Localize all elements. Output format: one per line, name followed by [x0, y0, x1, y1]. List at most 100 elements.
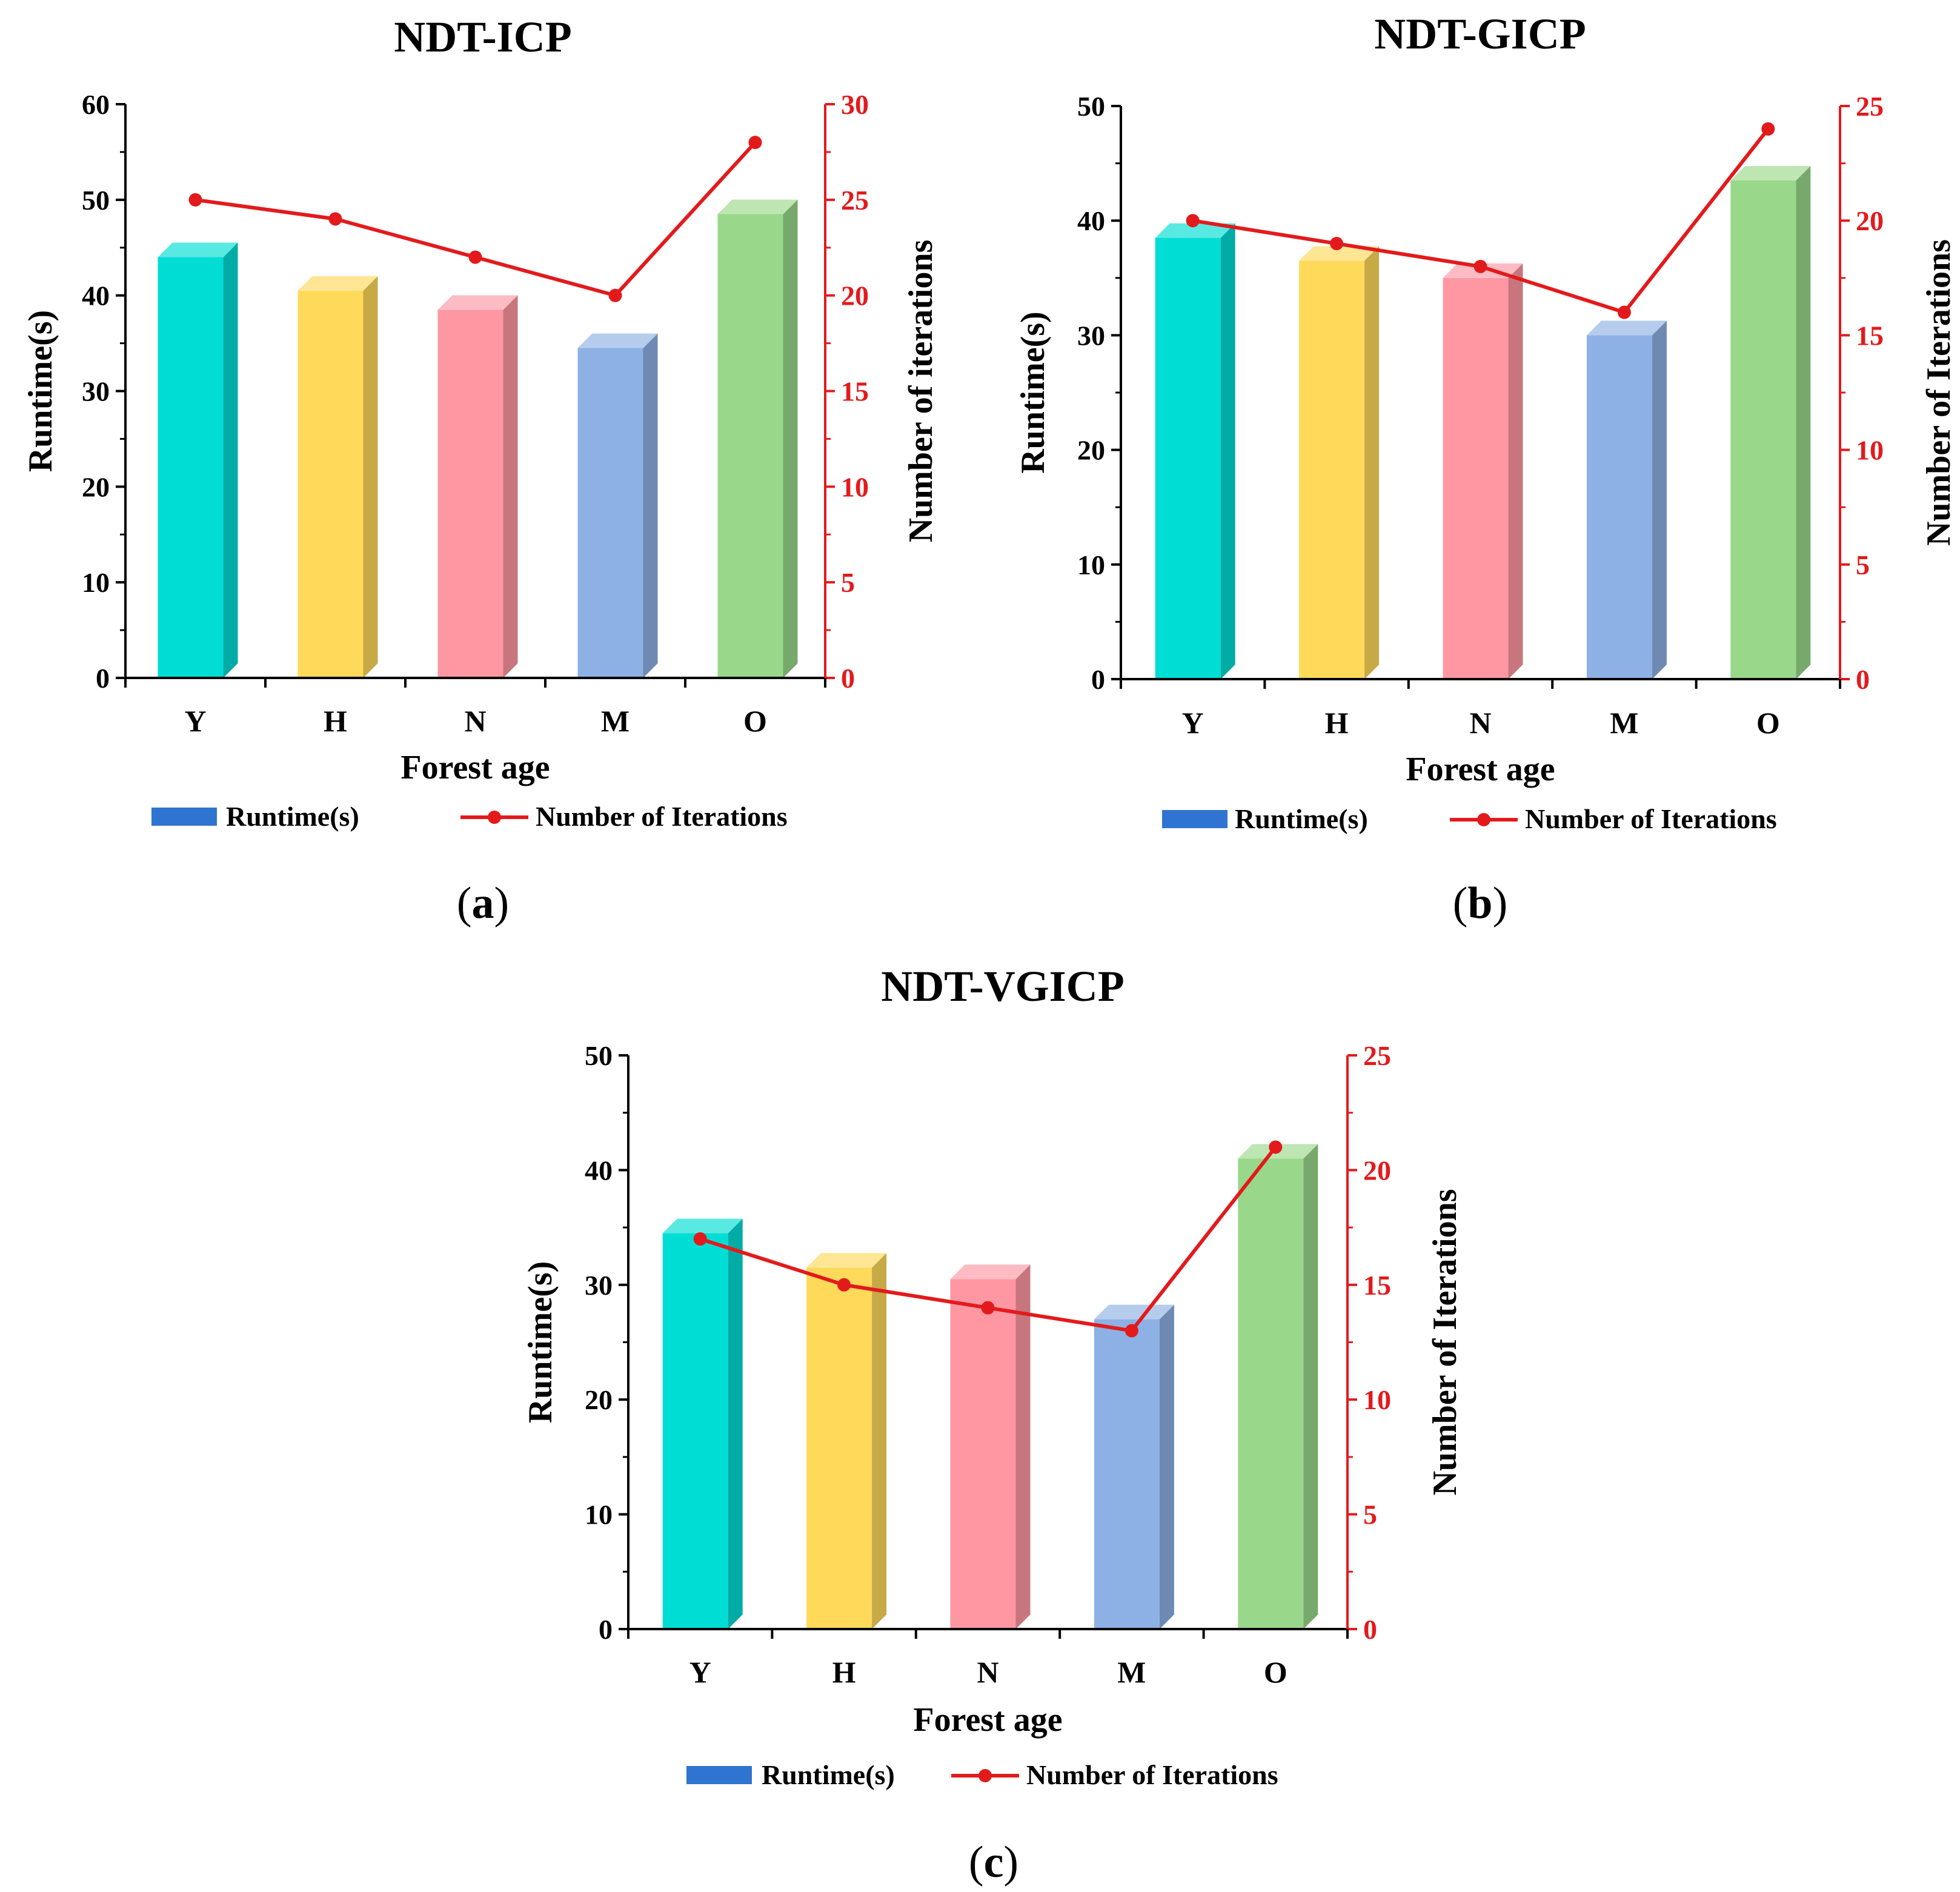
left-tick-label: 30 [82, 376, 110, 407]
bar-top [1299, 246, 1380, 261]
right-tick-label: 10 [1363, 1384, 1391, 1415]
x-axis-title: Forest age [400, 749, 550, 786]
bar-side [1303, 1144, 1318, 1629]
bar-front [1443, 277, 1509, 679]
category-label-O: O [1756, 706, 1780, 740]
bar-side [728, 1218, 743, 1629]
bar-front [1730, 180, 1796, 680]
bar-Y [1155, 223, 1235, 680]
bar-side [783, 199, 798, 679]
bar-O [717, 199, 798, 679]
iterations-point-N [1473, 259, 1487, 273]
bar-top [1730, 165, 1811, 181]
iterations-point-M [1125, 1324, 1138, 1338]
iterations-point-Y [693, 1232, 707, 1246]
left-tick-label: 20 [82, 471, 110, 502]
caption-open-paren: ( [1453, 878, 1468, 928]
category-label-M: M [1117, 1655, 1146, 1689]
bar-front [1299, 261, 1365, 679]
bar-front [662, 1233, 728, 1629]
iterations-point-H [837, 1278, 851, 1292]
bar-Y [158, 242, 238, 678]
right-tick-label: 30 [841, 89, 869, 120]
caption-close-paren: ) [1493, 878, 1508, 928]
bar-side [1364, 246, 1380, 679]
chart-title: NDT-GICP [1374, 10, 1586, 58]
left-tick-label: 40 [1077, 205, 1105, 236]
panel-caption: (b) [1453, 878, 1507, 928]
bar-M [1586, 320, 1667, 679]
bar-top [158, 242, 238, 257]
iterations-point-Y [188, 193, 202, 207]
bar-top [662, 1218, 743, 1233]
bar-side [643, 333, 658, 678]
chart-panel-c: NDT-VGICP 0 10 20 30 40 50 0 5 10 15 20 25 Y H N M O Fores… [522, 962, 1464, 1887]
bar-M [1094, 1304, 1174, 1629]
caption-close-paren: ) [1003, 1837, 1018, 1887]
right-tick-label: 20 [1856, 205, 1884, 236]
legend-iterations-marker [1477, 813, 1490, 826]
left-tick-label: 50 [1077, 91, 1105, 122]
category-label-M: M [601, 704, 630, 738]
legend-iterations-label: Number of Iterations [536, 801, 788, 832]
legend-iterations-marker [978, 1769, 992, 1782]
caption-letter: b [1467, 878, 1492, 928]
bar-top [1094, 1304, 1174, 1319]
caption-open-paren: ( [969, 1837, 984, 1887]
category-label-H: H [324, 704, 347, 738]
right-tick-label: 15 [1856, 320, 1884, 351]
left-tick-label: 0 [599, 1614, 613, 1645]
bar-top [717, 199, 798, 214]
right-tick-label: 20 [841, 280, 869, 311]
y-axis-title: Runtime(s) [1014, 311, 1052, 474]
chart-panel-a: NDT-ICP 0 10 20 30 40 50 60 0 5 10 15 20 25 30 Y H N M O For… [22, 13, 940, 928]
left-tick-label: 20 [1077, 435, 1105, 466]
legend: Runtime(s) Number of Iterations [1162, 803, 1777, 834]
panel-caption: (a) [457, 878, 509, 928]
left-tick-label: 20 [585, 1384, 613, 1415]
bar-H [1299, 246, 1380, 679]
bar-O [1730, 165, 1811, 680]
right-tick-label: 0 [1856, 664, 1870, 695]
left-tick-label: 40 [82, 280, 110, 311]
iterations-point-O [748, 136, 762, 150]
category-label-Y: Y [1182, 706, 1204, 740]
left-tick-label: 50 [585, 1040, 613, 1071]
chart-panel-b: NDT-GICP 0 10 20 30 40 50 0 5 10 15 20 25 Y H N M O Forest… [1014, 10, 1958, 928]
legend-runtime-label: Runtime(s) [226, 801, 359, 832]
category-label-H: H [1325, 706, 1349, 740]
bar-N [437, 295, 518, 678]
left-tick-label: 50 [82, 185, 110, 216]
bar-M [577, 333, 658, 678]
bar-N [950, 1264, 1031, 1629]
legend-runtime-swatch [686, 1766, 752, 1784]
iterations-point-H [1330, 237, 1344, 251]
bar-side [223, 242, 238, 678]
legend: Runtime(s) Number of Iterations [686, 1759, 1278, 1790]
caption-close-paren: ) [494, 878, 510, 928]
right-tick-label: 20 [1363, 1155, 1391, 1186]
left-tick-label: 10 [1077, 549, 1105, 580]
bar-top [577, 333, 658, 348]
category-label-H: H [832, 1655, 856, 1689]
right-tick-label: 10 [841, 471, 869, 502]
caption-open-paren: ( [457, 878, 472, 928]
left-tick-label: 30 [1077, 320, 1105, 351]
right-tick-label: 25 [1363, 1040, 1391, 1071]
category-label-O: O [743, 704, 767, 738]
category-label-O: O [1264, 1655, 1287, 1689]
left-tick-label: 10 [82, 567, 110, 598]
panel-caption: (c) [969, 1837, 1018, 1887]
legend-iterations-marker [488, 811, 501, 824]
iterations-point-N [468, 250, 482, 264]
bar-N [1443, 263, 1523, 679]
right-tick-label: 10 [1856, 435, 1884, 466]
right-tick-label: 0 [841, 663, 855, 694]
bar-H [297, 276, 378, 678]
right-tick-label: 5 [1363, 1499, 1377, 1530]
right-tick-label: 15 [1363, 1270, 1391, 1301]
iterations-point-H [328, 212, 342, 226]
right-tick-label: 25 [841, 185, 869, 216]
category-label-N: N [977, 1655, 998, 1689]
